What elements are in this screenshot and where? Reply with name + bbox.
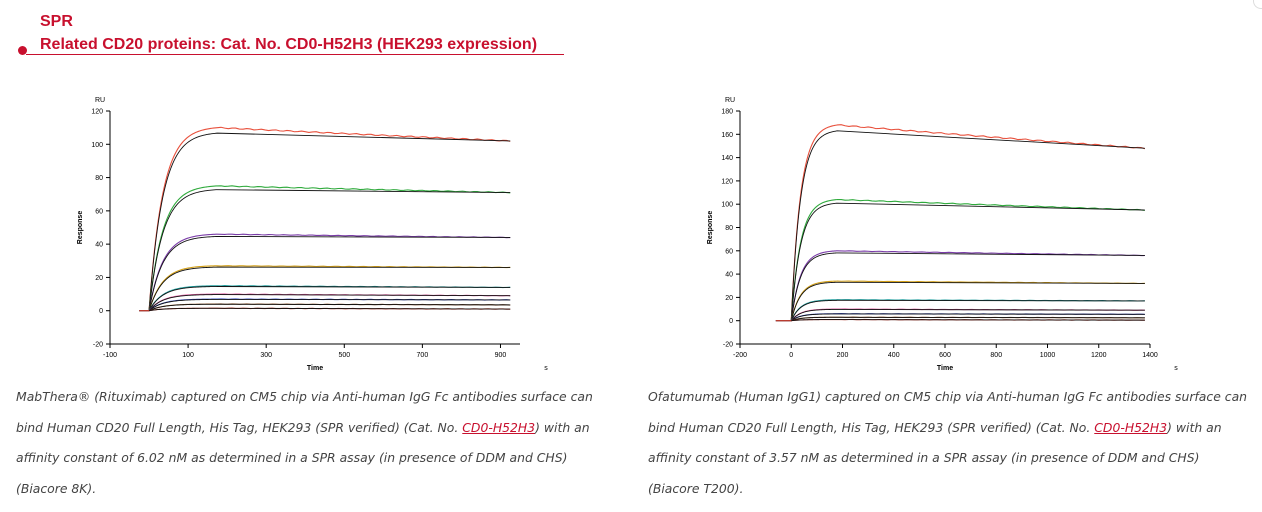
y-tick-label: 160 [721, 132, 733, 139]
section-title: SPR [40, 13, 73, 30]
x-tick-label: 300 [260, 352, 272, 359]
fit-line-conc-1 [148, 132, 511, 311]
y-unit-label: RU [725, 97, 735, 104]
data-series-line-conc-5 [139, 285, 511, 312]
data-series-line-conc-1 [775, 124, 1146, 322]
fit-line-conc-2 [148, 189, 511, 311]
data-series-line-conc-2 [139, 185, 511, 312]
chart-svg: -20 0 20 40 60 80 100 120 -100 100 300 500 700 900 RU R… [77, 97, 548, 371]
y-axis-title: Response [707, 211, 714, 245]
y-tick-label: 80 [95, 175, 103, 182]
data-series-line-conc-2 [775, 198, 1145, 322]
fit-line-conc-9 [148, 307, 511, 312]
data-series-line-conc-3 [775, 250, 1145, 322]
x-tick-label: 600 [939, 352, 951, 359]
spr-chart-rituximab: -20 0 20 40 60 80 100 120 -100 100 300 500 700 900 RU R… [70, 86, 560, 371]
fit-line-conc-4 [148, 266, 511, 311]
x-tick-label: 0 [789, 352, 793, 359]
y-tick-label: 40 [725, 272, 733, 279]
y-tick-label: 100 [91, 142, 103, 149]
caption-text: Ofatumumab (Human IgG1) captured on CM5 … [648, 389, 1248, 435]
x-tick-label: 1400 [1142, 352, 1158, 359]
section-header: SPR Related CD20 proteins: Cat. No. CD0-… [18, 10, 566, 58]
y-tick-label: 60 [95, 208, 103, 215]
fit-line-conc-5 [790, 299, 1145, 321]
fit-line-conc-4 [790, 281, 1145, 321]
y-tick-label: -20 [723, 342, 733, 349]
y-tick-label: 0 [729, 318, 733, 325]
x-tick-label: 400 [888, 352, 900, 359]
x-unit-label: s [544, 365, 548, 371]
fit-line-conc-3 [790, 252, 1145, 321]
x-tick-label: 1000 [1040, 352, 1056, 359]
y-tick-label: 20 [725, 295, 733, 302]
fit-line-conc-5 [148, 286, 511, 311]
caption-rituximab: MabThera® (Rituximab) captured on CM5 ch… [16, 382, 616, 504]
fit-line-conc-9 [791, 319, 1145, 322]
corner-decoration [1253, 0, 1262, 9]
caption-ofatumumab: Ofatumumab (Human IgG1) captured on CM5 … [648, 382, 1248, 504]
fit-line-conc-6 [790, 308, 1145, 321]
x-tick-label: 800 [990, 352, 1002, 359]
fit-line-conc-3 [148, 235, 511, 311]
y-tick-label: 120 [721, 178, 733, 185]
spr-chart-ofatumumab: -20 0 20 40 60 80 100 120 140 160 180 -200 0 200 400 60… [700, 86, 1190, 371]
y-tick-label: 60 [725, 248, 733, 255]
x-tick-label: 500 [338, 352, 350, 359]
fit-line-conc-8 [148, 303, 511, 312]
caption-text: MabThera® (Rituximab) captured on CM5 ch… [16, 389, 593, 435]
y-axis-title: Response [77, 211, 84, 245]
y-tick-label: 80 [725, 225, 733, 232]
fit-line-conc-1 [790, 130, 1145, 321]
y-tick-label: 40 [95, 242, 103, 249]
fit-line-conc-7 [148, 298, 511, 312]
fit-line-conc-2 [790, 202, 1145, 321]
bullet-dot-icon [18, 46, 27, 55]
y-unit-label: RU [95, 97, 105, 104]
catalog-link[interactable]: CD0-H52H3 [1094, 419, 1168, 435]
data-series-line-conc-3 [139, 233, 511, 312]
y-tick-label: 20 [95, 275, 103, 282]
y-tick-label: -20 [93, 342, 103, 349]
header-underline [26, 54, 564, 55]
y-tick-label: 180 [721, 109, 733, 116]
caption-text: ) with an affinity constant of 6.02 nM a… [16, 419, 590, 496]
fit-line-conc-7 [790, 313, 1145, 322]
y-tick-label: 100 [721, 202, 733, 209]
x-tick-label: 200 [837, 352, 849, 359]
x-tick-label: 100 [182, 352, 194, 359]
catalog-link[interactable]: CD0-H52H3 [462, 419, 536, 435]
fit-line-conc-8 [791, 316, 1145, 322]
y-tick-label: 140 [721, 155, 733, 162]
data-series-line-conc-4 [139, 265, 511, 312]
data-series-line-conc-1 [139, 126, 511, 312]
fit-line-conc-6 [148, 294, 511, 312]
x-tick-label: 700 [417, 352, 429, 359]
x-tick-label: -100 [103, 352, 117, 359]
x-axis-title: Time [307, 365, 323, 371]
y-tick-label: 120 [91, 109, 103, 116]
caption-text: ) with an affinity constant of 3.57 nM a… [648, 419, 1222, 496]
x-axis-title: Time [937, 365, 953, 371]
x-tick-label: 1200 [1091, 352, 1107, 359]
x-unit-label: s [1174, 365, 1178, 371]
x-tick-label: 900 [495, 352, 507, 359]
x-tick-label: -200 [733, 352, 747, 359]
y-tick-label: 0 [99, 308, 103, 315]
section-subtitle: Related CD20 proteins: Cat. No. CD0-H52H… [40, 36, 538, 53]
